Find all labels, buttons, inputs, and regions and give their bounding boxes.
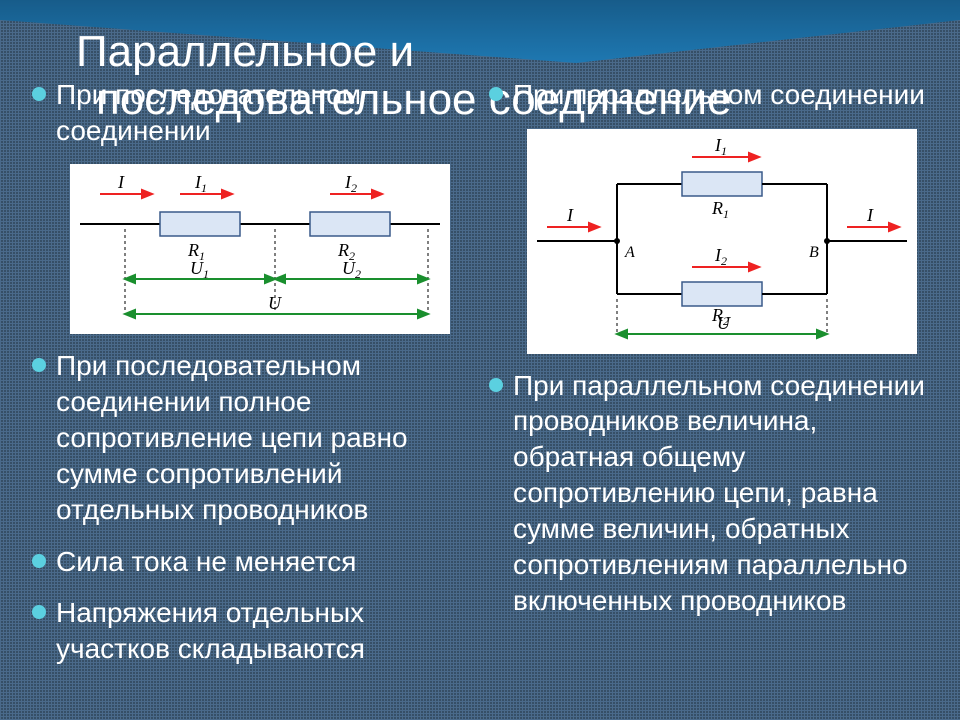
bullet-text: При последовательном соединении (56, 77, 471, 149)
left-column: При последовательном соединении I (32, 77, 471, 683)
svg-text:I1: I1 (194, 172, 207, 195)
svg-text:R2: R2 (711, 305, 729, 328)
label-I: I (117, 172, 125, 192)
svg-text:A: A (624, 244, 635, 261)
svg-text:I1: I1 (714, 135, 727, 158)
svg-text:I: I (566, 205, 574, 225)
svg-text:R1: R1 (711, 198, 729, 221)
bullet-dot-icon (489, 87, 503, 101)
bullet-text: При параллельном соединении (513, 77, 925, 113)
bullet-dot-icon (32, 605, 46, 619)
bullet-right-1: При параллельном соединении (489, 77, 928, 113)
svg-text:U2: U2 (342, 258, 361, 281)
bullet-left-2: При последовательном соединении полное с… (32, 348, 471, 527)
bullet-text: Сила тока не меняется (56, 544, 356, 580)
slide-content: Параллельное и последовательное соединен… (0, 0, 960, 683)
svg-text:I2: I2 (344, 172, 357, 195)
svg-text:U: U (268, 293, 282, 313)
bullet-left-3: Сила тока не меняется (32, 544, 471, 580)
slide-title-line1: Параллельное и (76, 28, 928, 76)
columns: При последовательном соединении I (32, 77, 928, 683)
bullet-text: При последовательном соединении полное с… (56, 348, 471, 527)
svg-text:I: I (866, 205, 874, 225)
bullet-right-2: При параллельном соединении проводников … (489, 368, 928, 619)
bullet-dot-icon (489, 378, 503, 392)
series-circuit-diagram: I I1 I2 R1 R2 (70, 164, 450, 334)
bullet-dot-icon (32, 358, 46, 372)
svg-text:U1: U1 (190, 258, 209, 281)
right-column: При параллельном соединении (489, 77, 928, 683)
bullet-text: При параллельном соединении проводников … (513, 368, 928, 619)
parallel-circuit-diagram: U I I I1 I2 R1 (527, 129, 917, 354)
svg-text:I2: I2 (714, 245, 727, 268)
bullet-left-4: Напряжения отдельных участков складывают… (32, 595, 471, 667)
bullet-dot-icon (32, 554, 46, 568)
svg-text:B: B (809, 244, 819, 261)
bullet-dot-icon (32, 87, 46, 101)
bullet-text: Напряжения отдельных участков складывают… (56, 595, 471, 667)
bullet-left-1: При последовательном соединении (32, 77, 471, 149)
